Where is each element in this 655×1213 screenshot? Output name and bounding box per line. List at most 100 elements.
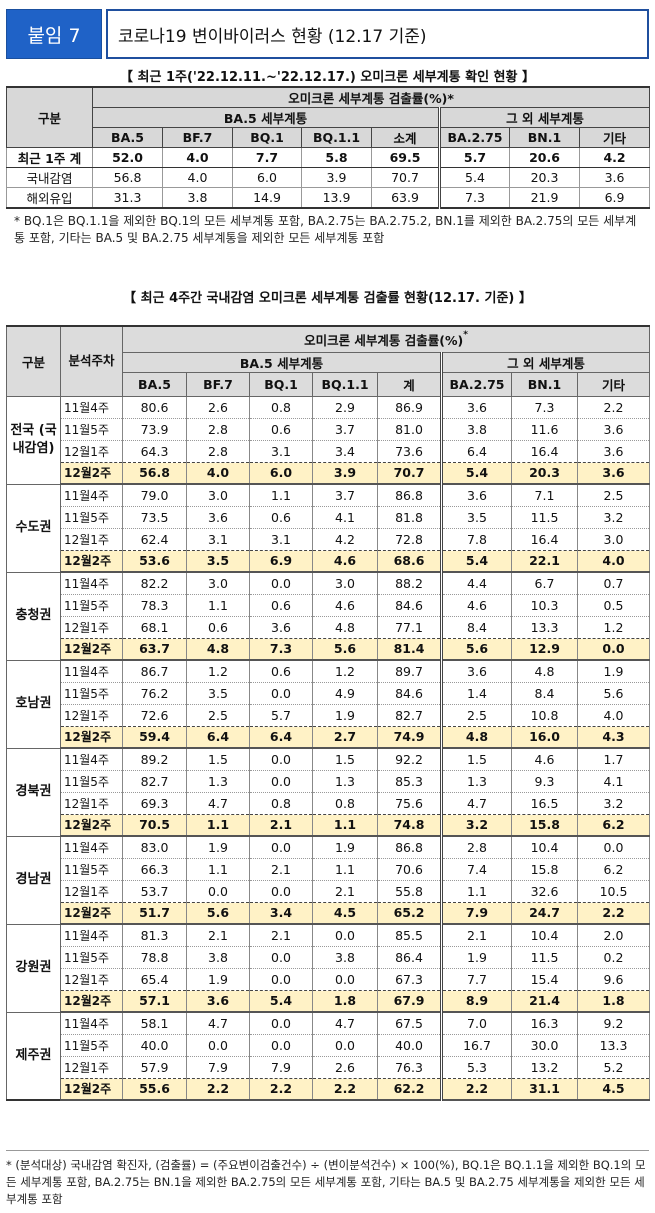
- table-row: 충청권 11월4주 82.2 3.0 0.0 3.0 88.2 4.4 6.7 0.7: [6, 571, 650, 661]
- cell-value: 82.2: [122, 571, 187, 594]
- table-row: 12월2주 63.7 4.8 7.3 5.6 81.4 5.6 12.9 0.0: [7, 637, 650, 661]
- week-label: 11월4주: [60, 923, 123, 946]
- cell-value: 62.4: [122, 527, 187, 550]
- cell-value: 7.1: [511, 483, 578, 506]
- week-label: 11월5주: [60, 857, 123, 880]
- cell-value: 1.5: [440, 747, 512, 770]
- cell-value: 7.9: [186, 1055, 250, 1078]
- table-row: 11월5주 78.3 1.1 0.6 4.6 84.6 4.6 10.3 0.5: [7, 593, 650, 616]
- cell-value: 2.2: [577, 901, 650, 925]
- table1-col-header: 기타: [578, 127, 651, 148]
- cell-value: 2.2: [577, 395, 650, 418]
- cell-value: 3.5: [186, 549, 250, 573]
- cell-value: 3.0: [577, 527, 650, 550]
- footnote-divider: [6, 1150, 649, 1151]
- table1-col-header: BN.1: [509, 127, 580, 148]
- table-row: 강원권 11월4주 81.3 2.1 2.1 0.0 85.5 2.1 10.4 2.0: [6, 923, 650, 1013]
- week-label: 12월2주: [60, 1077, 123, 1101]
- cell-value: 2.8: [186, 417, 250, 440]
- cell-value: 10.3: [511, 593, 578, 616]
- cell-value: 40.0: [122, 1033, 187, 1056]
- table-row: 최근 1주 계 52.0 4.0 7.7 5.8 69.5 5.7 20.6 4.2: [6, 147, 651, 168]
- cell-value: 56.8: [92, 167, 163, 188]
- table-row: 12월2주 51.7 5.6 3.4 4.5 65.2 7.9 24.7 2.2: [7, 901, 650, 925]
- cell-value: 13.9: [301, 187, 372, 209]
- table1-corner: 구분: [6, 86, 93, 148]
- week-label: 12월2주: [60, 637, 123, 661]
- table1-col-header: BF.7: [162, 127, 233, 148]
- cell-value: 3.7: [312, 483, 378, 506]
- cell-value: 1.8: [312, 989, 378, 1013]
- cell-value: 9.6: [577, 967, 650, 990]
- table2-col-header: BA.2.75: [440, 371, 512, 397]
- table2-col-header: BN.1: [511, 371, 578, 397]
- table-row: 12월2주 59.4 6.4 6.4 2.7 74.9 4.8 16.0 4.3: [7, 725, 650, 749]
- week-label: 11월5주: [60, 681, 123, 704]
- cell-value: 57.1: [122, 989, 187, 1013]
- week-label: 11월4주: [60, 1011, 123, 1034]
- cell-value: 40.0: [377, 1033, 442, 1056]
- cell-value: 88.2: [377, 571, 442, 594]
- cell-value: 4.0: [162, 147, 233, 168]
- cell-value: 1.5: [312, 747, 378, 770]
- cell-value: 5.8: [301, 147, 372, 168]
- region-label: 경남권: [6, 835, 61, 925]
- cell-value: 3.6: [577, 439, 650, 462]
- week-label: 12월2주: [60, 989, 123, 1013]
- cell-value: 0.0: [249, 945, 313, 968]
- cell-value: 3.6: [577, 417, 650, 440]
- cell-value: 77.1: [377, 615, 442, 638]
- table1-col-header: BQ.1.1: [301, 127, 372, 148]
- week-label: 11월5주: [60, 417, 123, 440]
- cell-value: 83.0: [122, 835, 187, 858]
- table-row: 12월2주 53.6 3.5 6.9 4.6 68.6 5.4 22.1 4.0: [7, 549, 650, 573]
- cell-value: 3.6: [577, 461, 650, 485]
- cell-value: 24.7: [511, 901, 578, 925]
- week-label: 12월1주: [60, 703, 123, 726]
- cell-value: 0.2: [577, 945, 650, 968]
- week-label: 12월1주: [60, 791, 123, 814]
- cell-value: 3.5: [186, 681, 250, 704]
- cell-value: 1.4: [440, 681, 512, 704]
- cell-value: 5.3: [440, 1055, 512, 1078]
- cell-value: 3.9: [301, 167, 372, 188]
- cell-value: 1.1: [186, 593, 250, 616]
- cell-value: 65.4: [122, 967, 187, 990]
- cell-value: 82.7: [122, 769, 187, 792]
- cell-value: 76.3: [377, 1055, 442, 1078]
- week-label: 12월1주: [60, 879, 123, 902]
- cell-value: 5.7: [438, 147, 510, 168]
- cell-value: 1.1: [312, 813, 378, 837]
- cell-value: 6.2: [577, 857, 650, 880]
- cell-value: 32.6: [511, 879, 578, 902]
- week-label: 12월1주: [60, 967, 123, 990]
- week-label: 11월5주: [60, 945, 123, 968]
- table-row: 12월1주 65.4 1.9 0.0 0.0 67.3 7.7 15.4 9.6: [7, 967, 650, 990]
- page-title: 코로나19 변이바이러스 현황 (12.17 기준): [106, 9, 649, 59]
- cell-value: 11.6: [511, 417, 578, 440]
- cell-value: 84.6: [377, 681, 442, 704]
- cell-value: 70.7: [377, 461, 442, 485]
- table2-footnote: * (분석대상) 국내감염 확진자, (검출률) = (주요변이검출건수) ÷ …: [6, 1158, 646, 1206]
- cell-value: 2.1: [249, 857, 313, 880]
- cell-value: 74.8: [377, 813, 442, 837]
- cell-value: 0.0: [186, 879, 250, 902]
- cell-value: 59.4: [122, 725, 187, 749]
- cell-value: 3.6: [440, 659, 512, 682]
- cell-value: 57.9: [122, 1055, 187, 1078]
- cell-value: 3.8: [162, 187, 233, 209]
- cell-value: 9.3: [511, 769, 578, 792]
- cell-value: 4.2: [578, 147, 651, 168]
- cell-value: 3.2: [577, 791, 650, 814]
- cell-value: 70.5: [122, 813, 187, 837]
- cell-value: 4.0: [186, 461, 250, 485]
- cell-value: 2.2: [312, 1077, 378, 1101]
- cell-value: 0.0: [249, 681, 313, 704]
- cell-value: 12.9: [511, 637, 578, 661]
- cell-value: 4.7: [440, 791, 512, 814]
- cell-value: 78.8: [122, 945, 187, 968]
- cell-value: 3.8: [440, 417, 512, 440]
- cell-value: 2.1: [249, 923, 313, 946]
- cell-value: 0.8: [249, 791, 313, 814]
- cell-value: 67.3: [377, 967, 442, 990]
